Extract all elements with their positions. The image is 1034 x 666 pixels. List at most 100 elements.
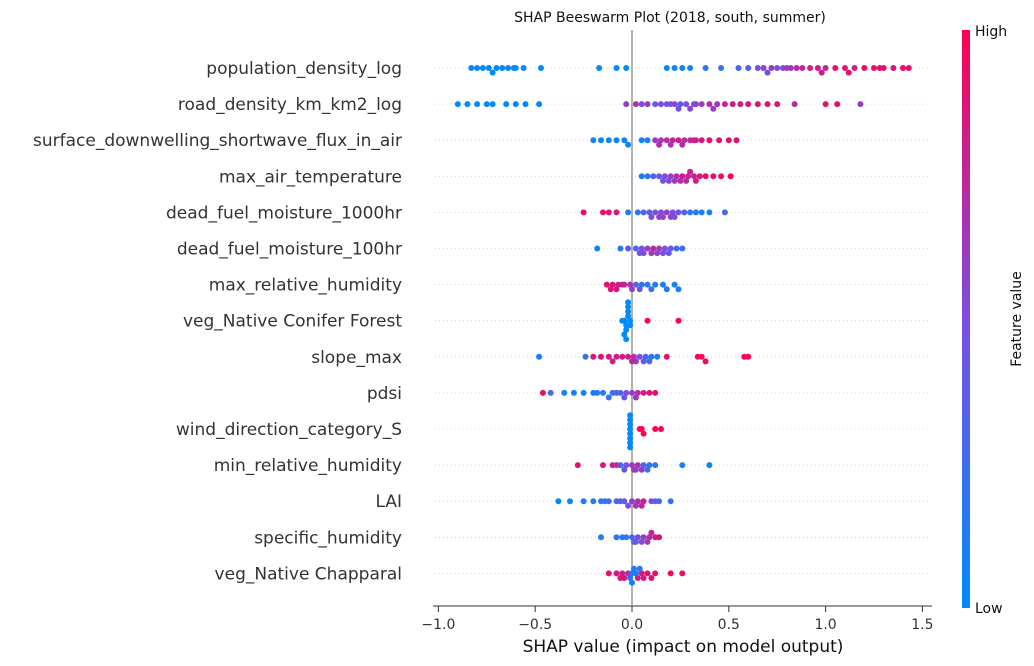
shap-point — [654, 250, 661, 257]
shap-point — [832, 65, 839, 71]
shap-point — [716, 137, 723, 144]
shap-point — [613, 65, 620, 71]
shap-point — [621, 137, 628, 144]
shap-point — [640, 389, 647, 396]
shap-point — [764, 101, 771, 108]
shap-point — [632, 502, 639, 509]
shap-point — [677, 177, 684, 184]
shap-point — [640, 462, 647, 469]
shap-point — [679, 462, 686, 469]
shap-point — [737, 101, 744, 108]
shap-point — [714, 101, 721, 108]
x-tick-label: −0.5 — [518, 617, 552, 633]
shap-point — [638, 502, 645, 509]
shap-point — [665, 250, 672, 257]
shap-point — [629, 389, 635, 396]
shap-point — [609, 358, 616, 365]
shap-point — [613, 286, 620, 293]
shap-point — [594, 389, 601, 396]
shap-point — [671, 177, 678, 184]
shap-point — [630, 538, 637, 545]
shap-point — [621, 394, 628, 401]
shap-point — [601, 498, 608, 505]
shap-point — [683, 101, 690, 108]
shap-point — [636, 250, 643, 257]
shap-point — [598, 353, 604, 360]
shap-point — [648, 529, 655, 536]
shap-point — [774, 65, 781, 71]
shap-point — [646, 358, 653, 365]
feature-label: max_air_temperature — [219, 167, 402, 187]
feature-label: population_density_log — [206, 59, 402, 79]
shap-point — [613, 462, 620, 469]
shap-point — [625, 308, 632, 315]
shap-point — [675, 209, 682, 216]
shap-point — [673, 245, 680, 252]
shap-point — [871, 65, 877, 71]
shap-point — [555, 498, 562, 505]
shap-point — [630, 353, 637, 360]
shap-point — [663, 209, 670, 216]
shap-point — [842, 65, 848, 71]
shap-point — [814, 65, 821, 71]
shap-point — [665, 177, 672, 184]
shap-point — [648, 250, 655, 257]
shap-point — [822, 101, 829, 108]
shap-point — [629, 498, 635, 505]
shap-point — [876, 65, 883, 71]
shap-point — [656, 245, 663, 252]
shap-point — [594, 245, 601, 252]
shap-point — [768, 65, 775, 71]
shap-point — [629, 286, 635, 293]
shap-point — [727, 173, 734, 180]
shap-point — [638, 538, 645, 545]
shap-point — [648, 286, 655, 293]
shap-point — [623, 101, 630, 108]
shap-point — [479, 65, 486, 71]
shap-point — [489, 69, 496, 76]
shap-point — [623, 336, 630, 343]
shap-point — [623, 65, 630, 71]
shap-point — [754, 65, 761, 71]
shap-point — [617, 575, 624, 581]
shap-point — [605, 137, 612, 144]
shap-point — [640, 358, 647, 365]
shap-point — [754, 101, 761, 108]
shap-point — [454, 101, 461, 108]
shap-point — [625, 313, 632, 320]
shap-point — [669, 137, 676, 144]
shap-point — [663, 137, 670, 144]
shap-point — [625, 299, 632, 306]
shap-point — [791, 101, 798, 108]
shap-point — [671, 281, 678, 288]
shap-point — [764, 69, 771, 76]
shap-point — [625, 141, 632, 148]
shap-point — [652, 137, 659, 144]
shap-point — [627, 421, 634, 428]
shap-point — [625, 303, 632, 310]
shap-point — [580, 209, 587, 216]
shap-point — [710, 173, 717, 180]
shap-point — [799, 65, 806, 71]
shap-point — [613, 389, 620, 396]
shap-point — [646, 209, 653, 216]
shap-point — [625, 209, 632, 216]
shap-point — [652, 462, 659, 469]
shap-point — [667, 498, 674, 505]
shap-point — [646, 462, 653, 469]
shap-point — [512, 65, 519, 71]
shap-point — [590, 353, 597, 360]
shap-point — [539, 389, 546, 396]
shap-point — [640, 534, 647, 541]
shap-point — [580, 389, 587, 396]
shap-point — [520, 65, 527, 71]
shap-point — [698, 101, 705, 108]
shap-point — [644, 281, 651, 288]
shap-point — [675, 286, 682, 293]
shap-point — [603, 281, 610, 288]
shap-point — [663, 353, 670, 360]
shap-point — [652, 209, 659, 216]
shap-point — [745, 101, 752, 108]
shap-point — [687, 105, 694, 112]
